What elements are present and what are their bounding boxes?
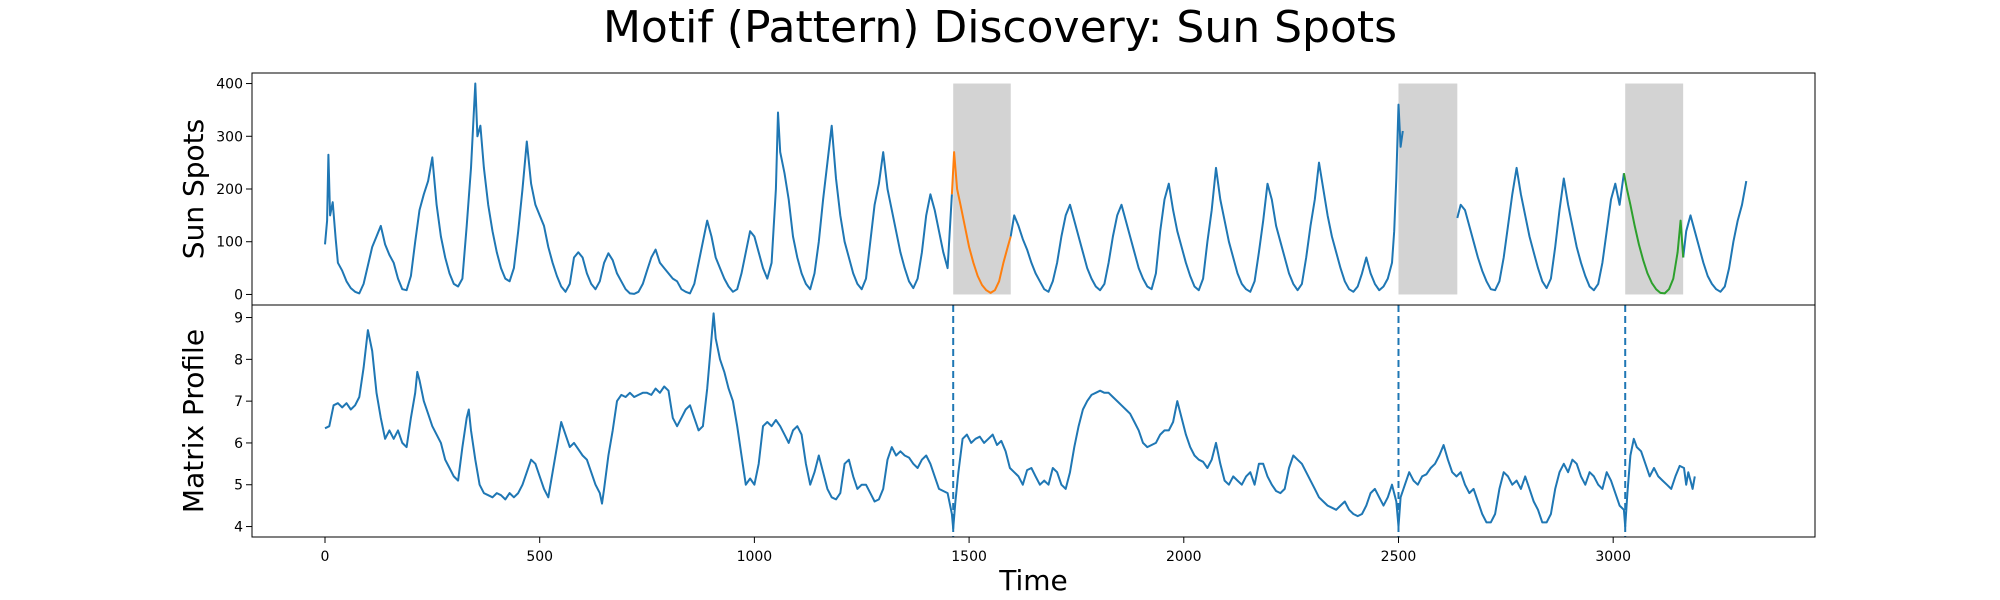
chart-title: Motif (Pattern) Discovery: Sun Spots xyxy=(602,2,1398,53)
panel-1-series-line-5 xyxy=(950,151,1012,294)
panel-1-ytick-label: 300 xyxy=(216,129,243,145)
panel-1-ylabel: Sun Spots xyxy=(177,119,210,259)
xtick-label: 3000 xyxy=(1595,549,1631,565)
panel-1-series-line-1 xyxy=(324,82,953,295)
motif-shade-3 xyxy=(1625,83,1684,295)
panel-2-frame xyxy=(251,304,1816,538)
panel-1-ytick-label: 0 xyxy=(234,287,243,303)
xtick-label: 1500 xyxy=(951,549,987,565)
panel-2-ytick-label: 9 xyxy=(234,311,243,327)
motif-shade-2 xyxy=(1398,83,1458,295)
panel-1-ytick-label: 100 xyxy=(216,235,243,251)
panel-2-ylabel: Matrix Profile xyxy=(177,329,210,513)
panel-1-series-line-4 xyxy=(1682,180,1748,293)
panel-2-ytick-label: 8 xyxy=(234,352,243,368)
xtick-label: 2000 xyxy=(1166,549,1202,565)
xtick-label: 2500 xyxy=(1381,549,1417,565)
panel-2-series-line-1 xyxy=(324,312,1696,530)
panel-1-series-line-2 xyxy=(1009,103,1404,293)
panel-2-ytick-label: 6 xyxy=(234,436,243,452)
panel-2-ytick-label: 5 xyxy=(234,478,243,494)
xtick-label: 1000 xyxy=(737,549,773,565)
panel-2-ytick-label: 7 xyxy=(234,394,243,410)
x-axis-label: Time xyxy=(998,564,1068,597)
panel-1-ytick-label: 200 xyxy=(216,182,243,198)
xtick-label: 0 xyxy=(321,549,330,565)
panel-1-ytick-label: 400 xyxy=(216,77,243,93)
xtick-label: 500 xyxy=(526,549,553,565)
motif-shade-1 xyxy=(953,83,1011,295)
panel-2-ytick-label: 4 xyxy=(234,520,243,536)
panel-1-series-line-6 xyxy=(1622,173,1685,295)
panel-1-series-line-3 xyxy=(1456,166,1625,292)
